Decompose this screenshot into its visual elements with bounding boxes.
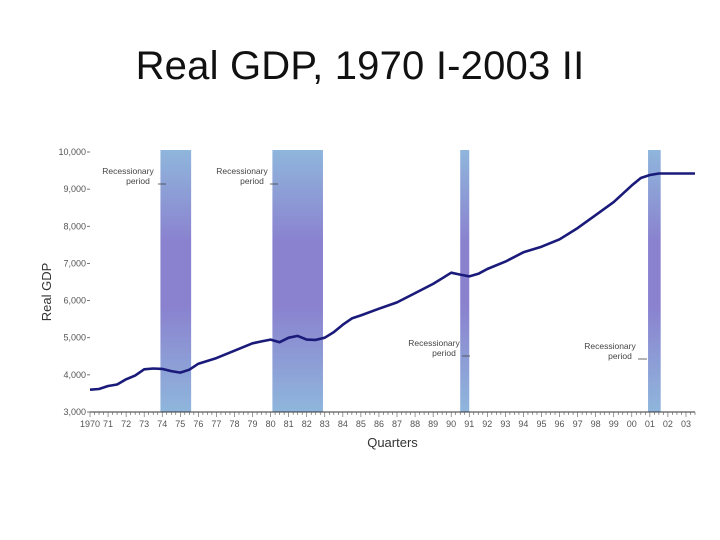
x-tick-label: 94 [518, 419, 528, 429]
x-tick-label: 75 [175, 419, 185, 429]
x-tick-label: 02 [663, 419, 673, 429]
recession-bands [160, 150, 661, 412]
recession-label-3: Recessionary period [408, 338, 460, 358]
y-tick-label: 8,000 [63, 221, 86, 231]
series-lines [89, 172, 695, 391]
axes: 3,000 4,000 5,000 6,000 7,000 8,000 9,000 10,00… [39, 147, 696, 450]
x-tick-label: 00 [627, 419, 637, 429]
x-tick-label: 87 [392, 419, 402, 429]
y-tick-label: 6,000 [63, 296, 86, 306]
x-axis-title: Quarters [367, 435, 418, 450]
x-tick-label: 01 [645, 419, 655, 429]
x-tick-label: 76 [193, 419, 203, 429]
recession-band-2 [272, 150, 323, 412]
x-tick-label: 82 [302, 419, 312, 429]
recession-band-3 [460, 150, 470, 412]
x-tick-label: 71 [103, 419, 113, 429]
y-tick-label: 9,000 [63, 184, 86, 194]
x-tick-label: 90 [446, 419, 456, 429]
x-tick-label: 96 [555, 419, 565, 429]
x-tick-label: 89 [428, 419, 438, 429]
y-tick-label: 5,000 [63, 333, 86, 343]
y-tick-label: 10,000 [58, 147, 86, 157]
recession-label-line: period [608, 351, 632, 361]
x-tick-label: 80 [266, 419, 276, 429]
x-tick-label: 98 [591, 419, 601, 429]
page-title: Real GDP, 1970 I-2003 II [135, 44, 585, 88]
x-tick-label: 73 [139, 419, 149, 429]
recession-label-line: period [240, 176, 264, 186]
x-tick-label: 79 [248, 419, 258, 429]
y-tick-label: 7,000 [63, 258, 86, 268]
x-tick-label: 81 [284, 419, 294, 429]
recession-label-line: period [432, 348, 456, 358]
recession-label-4: Recessionary period [584, 341, 636, 361]
recession-label-line: Recessionary [216, 166, 268, 176]
x-tick-label: 84 [338, 419, 348, 429]
y-axis-title: Real GDP [39, 263, 54, 322]
x-tick-label: 91 [464, 419, 474, 429]
y-tick-label: 4,000 [63, 370, 86, 380]
x-tick-label: 72 [121, 419, 131, 429]
x-tick-label: 86 [374, 419, 384, 429]
x-tick-label: 99 [609, 419, 619, 429]
recession-band-4 [648, 150, 661, 412]
x-tick-label: 97 [573, 419, 583, 429]
recession-label-1: Recessionary period [102, 166, 154, 186]
x-tick-label: 83 [320, 419, 330, 429]
x-tick-label: 78 [229, 419, 239, 429]
x-tick-label: 93 [500, 419, 510, 429]
recession-band-1 [160, 150, 192, 412]
x-tick-label: 1970 [80, 419, 100, 429]
recession-label-line: Recessionary [584, 341, 636, 351]
recession-label-line: Recessionary [408, 338, 460, 348]
recession-label-line: period [126, 176, 150, 186]
x-tick-label: 88 [410, 419, 420, 429]
x-tick-label: 95 [536, 419, 546, 429]
x-tick-label: 77 [211, 419, 221, 429]
x-tick-label: 03 [681, 419, 691, 429]
gdp-series-line [89, 172, 695, 391]
y-tick-label: 3,000 [63, 407, 86, 417]
x-tick-label: 92 [482, 419, 492, 429]
x-tick-label: 74 [157, 419, 167, 429]
x-tick-label: 85 [356, 419, 366, 429]
recession-label-line: Recessionary [102, 166, 154, 176]
recession-label-2: Recessionary period [216, 166, 268, 186]
